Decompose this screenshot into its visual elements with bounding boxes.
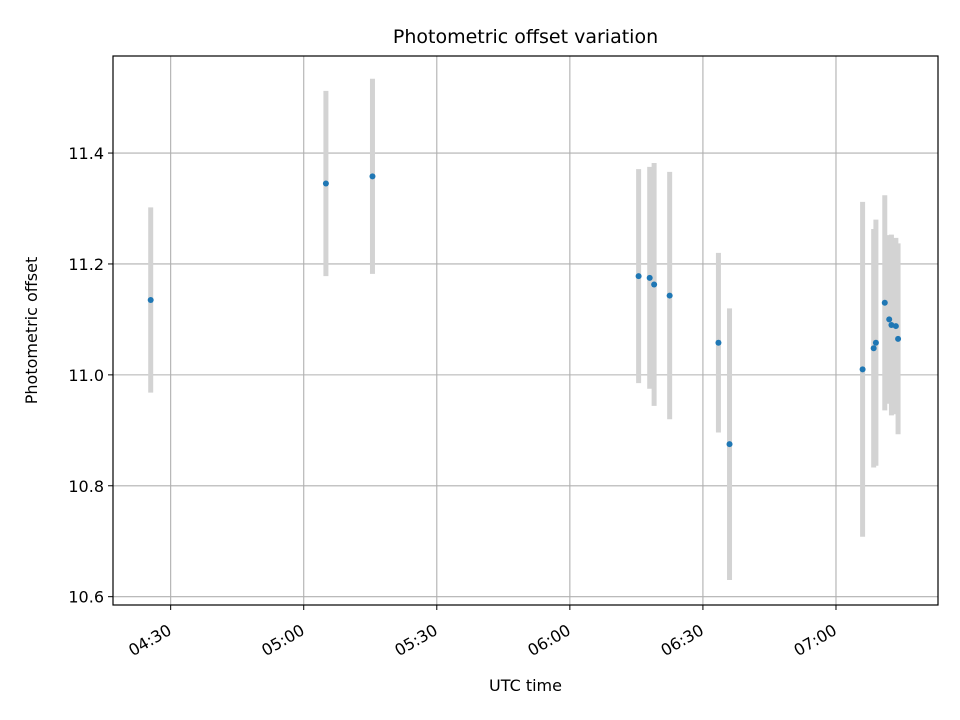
data-point [651,281,658,288]
data-point [666,292,673,299]
chart-title: Photometric offset variation [393,26,658,48]
x-tick-label: 04:30 [125,620,174,660]
x-tick-label: 05:30 [391,620,440,660]
x-axis-label: UTC time [489,676,562,695]
data-point [715,339,722,346]
data-point [726,441,733,448]
y-axis-label: Photometric offset [22,257,41,405]
y-tick-label: 10.6 [68,588,104,607]
data-points [147,173,902,448]
grid [113,56,938,605]
data-point [322,180,329,187]
data-point [881,299,888,306]
axis-ticks: 04:30 05:00 05:30 06:00 06:30 07:00 10.6 10.8 11… [68,144,840,660]
x-tick-label: 05:00 [258,620,307,660]
y-tick-label: 11.2 [68,255,104,274]
data-point [870,345,877,352]
y-tick-label: 11.0 [68,366,104,385]
data-point [886,316,893,323]
x-tick-label: 07:00 [791,620,840,660]
data-point [872,339,879,346]
data-point [892,323,899,330]
data-point [635,273,642,280]
y-tick-label: 11.4 [68,144,104,163]
x-tick-label: 06:00 [524,620,573,660]
x-tick-label: 06:30 [657,620,706,660]
data-point [369,173,376,180]
data-point [646,274,653,281]
data-point [895,335,902,342]
data-point [859,366,866,373]
data-point [147,297,154,303]
error-bars [148,78,901,581]
y-tick-label: 10.8 [68,477,104,496]
plot-frame [112,55,939,606]
